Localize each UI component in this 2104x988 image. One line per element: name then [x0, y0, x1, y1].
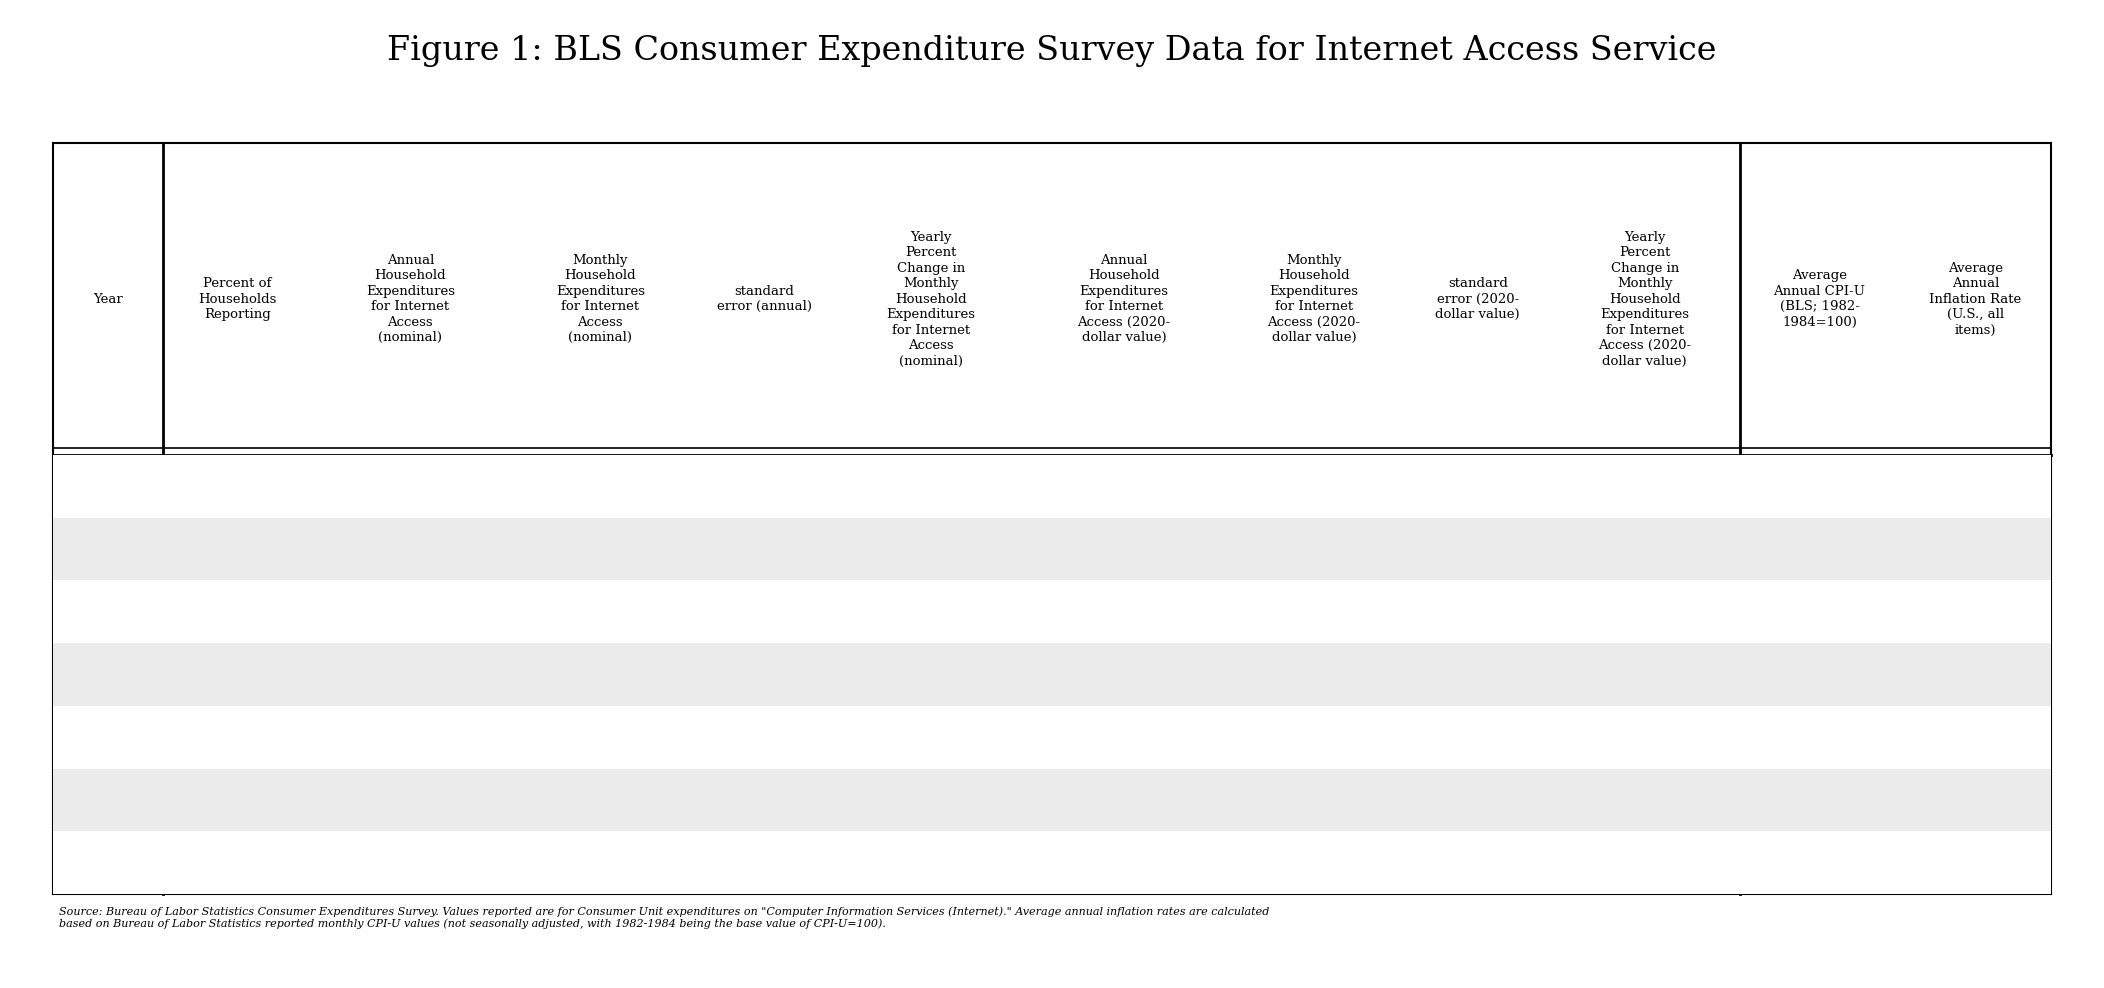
- Text: $6.50: $6.50: [741, 540, 787, 557]
- Text: 15.47%: 15.47%: [901, 604, 962, 620]
- Text: Average
Annual CPI-U
(BLS; 1982-
1984=100): Average Annual CPI-U (BLS; 1982- 1984=10…: [1774, 270, 1866, 329]
- Text: 61.54%: 61.54%: [206, 478, 267, 495]
- Text: $508.47: $508.47: [1090, 729, 1157, 746]
- Text: Monthly
Household
Expenditures
for Internet
Access (2020-
dollar value): Monthly Household Expenditures for Inter…: [1267, 254, 1361, 344]
- Text: 2017: 2017: [86, 729, 128, 746]
- Text: 9.94%: 9.94%: [905, 729, 957, 746]
- Text: $47.01: $47.01: [1286, 855, 1342, 871]
- Text: $46.38: $46.38: [572, 855, 629, 871]
- Text: Figure 1: BLS Consumer Expenditure Survey Data for Internet Access Service: Figure 1: BLS Consumer Expenditure Surve…: [387, 35, 1717, 66]
- Text: 1.47%: 1.47%: [1950, 478, 2001, 495]
- Text: $346.26: $346.26: [377, 478, 444, 495]
- Text: 0.12%: 0.12%: [1950, 604, 2001, 620]
- Text: Annual
Household
Expenditures
for Internet
Access
(nominal): Annual Household Expenditures for Intern…: [366, 254, 454, 344]
- Text: $32.25: $32.25: [1286, 478, 1342, 495]
- Text: $43.23: $43.23: [572, 791, 629, 808]
- Text: $38.22: $38.22: [1286, 604, 1342, 620]
- Text: $437.71: $437.71: [377, 666, 444, 683]
- Text: 237.017: 237.017: [1786, 604, 1854, 620]
- Text: $6.72: $6.72: [741, 855, 787, 871]
- Text: 7.27%: 7.27%: [905, 855, 957, 871]
- Text: 251.107: 251.107: [1786, 791, 1854, 808]
- Text: 15.55%: 15.55%: [1614, 604, 1675, 620]
- Text: 2014: 2014: [86, 540, 128, 557]
- Text: $29.82: $29.82: [572, 540, 629, 557]
- Text: $537.89: $537.89: [1090, 791, 1157, 808]
- Text: $6.70: $6.70: [1454, 478, 1500, 495]
- Text: $396.91: $396.91: [1090, 540, 1157, 557]
- Text: Average
Annual
Inflation Rate
(U.S., all
items): Average Annual Inflation Rate (U.S., all…: [1929, 262, 2022, 337]
- Text: 72.85%: 72.85%: [206, 855, 267, 871]
- Text: $42.37: $42.37: [1286, 729, 1342, 746]
- Text: 245.120: 245.120: [1786, 729, 1854, 746]
- Text: $6.75: $6.75: [741, 729, 787, 746]
- Text: 2013: 2013: [86, 478, 128, 495]
- Text: 1.26%: 1.26%: [1950, 666, 2001, 683]
- Text: $7.21: $7.21: [1454, 540, 1500, 557]
- Text: $357.80: $357.80: [377, 540, 444, 557]
- Text: 255.657: 255.657: [1786, 855, 1854, 871]
- Text: 2.97%: 2.97%: [1620, 666, 1671, 683]
- Text: 70.49%: 70.49%: [206, 791, 267, 808]
- Text: $5.73: $5.73: [1454, 604, 1500, 620]
- Text: 65.35%: 65.35%: [206, 666, 267, 683]
- Text: $518.80: $518.80: [377, 791, 444, 808]
- Text: 4.87%: 4.87%: [1620, 855, 1671, 871]
- Text: 66.39%: 66.39%: [206, 729, 267, 746]
- Text: Annual
Household
Expenditures
for Internet
Access (2020-
dollar value): Annual Household Expenditures for Intern…: [1077, 254, 1170, 344]
- Text: 2.56%: 2.56%: [1620, 540, 1671, 557]
- Text: 236.736: 236.736: [1786, 540, 1854, 557]
- Text: Percent of
Households
Reporting: Percent of Households Reporting: [198, 277, 278, 321]
- Text: $564.07: $564.07: [1090, 855, 1157, 871]
- Text: $28.86: $28.86: [572, 478, 629, 495]
- Text: 5.79%: 5.79%: [1620, 791, 1671, 808]
- Text: $413.14: $413.14: [377, 604, 444, 620]
- Text: $458.64: $458.64: [1090, 604, 1157, 620]
- Text: standard
error (annual): standard error (annual): [717, 285, 812, 313]
- Text: $39.35: $39.35: [1286, 666, 1342, 683]
- Text: $481.23: $481.23: [377, 729, 444, 746]
- Text: N/A: N/A: [1628, 478, 1660, 495]
- Text: 2.13%: 2.13%: [1950, 729, 2001, 746]
- Text: 2.44%: 2.44%: [1950, 791, 2001, 808]
- Text: Yearly
Percent
Change in
Monthly
Household
Expenditures
for Internet
Access
(nom: Yearly Percent Change in Monthly Househo…: [886, 230, 976, 368]
- Text: standard
error (2020-
dollar value): standard error (2020- dollar value): [1435, 277, 1519, 321]
- Text: 3.33%: 3.33%: [905, 540, 957, 557]
- Text: 61.77%: 61.77%: [206, 540, 267, 557]
- Text: $44.82: $44.82: [1286, 791, 1342, 808]
- Text: $6.10: $6.10: [741, 666, 787, 683]
- Text: 7.67%: 7.67%: [1620, 729, 1671, 746]
- Text: 232.957: 232.957: [1786, 478, 1854, 495]
- Text: $387.01: $387.01: [1090, 478, 1157, 495]
- Text: Yearly
Percent
Change in
Monthly
Household
Expenditures
for Internet
Access (202: Yearly Percent Change in Monthly Househo…: [1599, 230, 1692, 368]
- Text: 240.008: 240.008: [1786, 666, 1852, 683]
- Text: 2018: 2018: [86, 791, 128, 808]
- Text: 2016: 2016: [86, 666, 128, 683]
- Text: $6.81: $6.81: [1454, 855, 1500, 871]
- Text: Year: Year: [93, 292, 122, 305]
- Text: 5.95%: 5.95%: [905, 666, 957, 683]
- Text: Monthly
Household
Expenditures
for Internet
Access
(nominal): Monthly Household Expenditures for Inter…: [555, 254, 644, 344]
- Text: 1.62%: 1.62%: [1950, 540, 2001, 557]
- Text: $556.50: $556.50: [377, 855, 444, 871]
- Text: Source: Bureau of Labor Statistics Consumer Expenditures Survey. Values reported: Source: Bureau of Labor Statistics Consu…: [59, 906, 1269, 929]
- Text: $34.43: $34.43: [572, 604, 629, 620]
- Text: $40.10: $40.10: [572, 729, 629, 746]
- Text: N/A: N/A: [915, 478, 947, 495]
- Text: $6.95: $6.95: [741, 791, 787, 808]
- Text: $472.25: $472.25: [1090, 666, 1157, 683]
- Text: 7.81%: 7.81%: [905, 791, 957, 808]
- Text: 2019: 2019: [86, 855, 128, 871]
- Text: $7.21: $7.21: [1454, 791, 1500, 808]
- Text: $7.13: $7.13: [1454, 729, 1500, 746]
- Text: $5.99: $5.99: [741, 478, 787, 495]
- Text: 2015: 2015: [86, 604, 128, 620]
- Text: $6.58: $6.58: [1454, 666, 1500, 683]
- Text: 1.81%: 1.81%: [1950, 855, 2001, 871]
- Text: 65.35%: 65.35%: [206, 604, 267, 620]
- Text: $33.08: $33.08: [1286, 540, 1342, 557]
- Text: $36.48: $36.48: [572, 666, 629, 683]
- Text: $5.16: $5.16: [741, 604, 787, 620]
